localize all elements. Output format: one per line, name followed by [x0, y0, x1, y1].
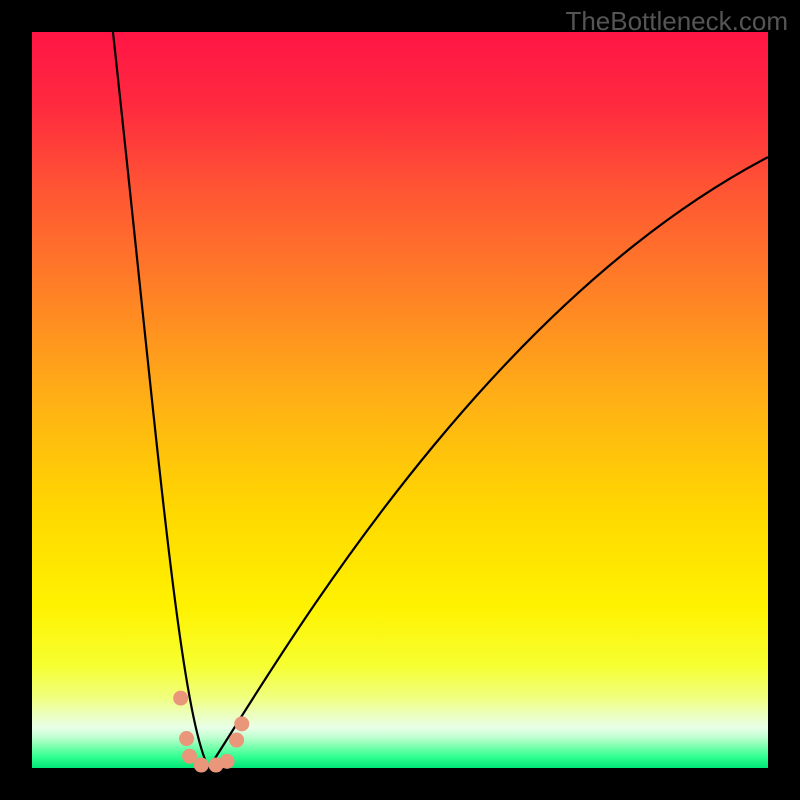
- marker-point: [235, 717, 249, 731]
- chart-root: TheBottleneck.com: [0, 0, 800, 800]
- plot-svg: [32, 32, 768, 768]
- marker-point: [174, 691, 188, 705]
- bottleneck-curve: [113, 32, 768, 768]
- plot-area: [32, 32, 768, 768]
- marker-group: [174, 691, 249, 772]
- marker-point: [220, 754, 234, 768]
- marker-point: [183, 749, 197, 763]
- marker-point: [180, 732, 194, 746]
- watermark-text: TheBottleneck.com: [565, 6, 788, 37]
- marker-point: [194, 758, 208, 772]
- marker-point: [230, 733, 244, 747]
